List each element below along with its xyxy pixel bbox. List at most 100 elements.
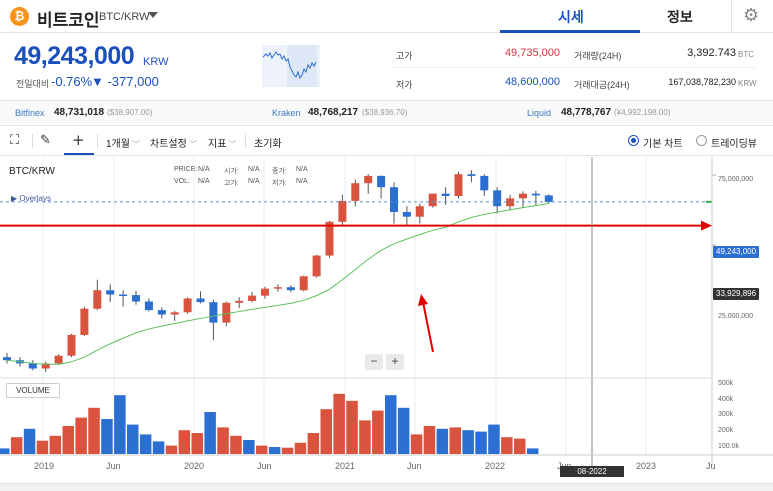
ohlc-open-label: 시가: <box>224 168 239 175</box>
volume-bar <box>217 427 229 454</box>
exchange-price: 48,731,018 <box>54 107 105 118</box>
volume-bar <box>346 400 358 454</box>
candle-body <box>235 300 244 303</box>
volume-bar <box>320 409 332 454</box>
candle-body <box>441 193 450 196</box>
volume-bar <box>359 420 371 454</box>
vol-tick: 300k <box>718 411 734 418</box>
vol-tick: 400k <box>718 396 734 403</box>
vol-tick: 100.0k <box>718 443 740 450</box>
candle-body <box>196 298 205 303</box>
volume-bar <box>294 442 307 454</box>
fullscreen-icon[interactable]: ⛶ <box>10 133 20 148</box>
tab-quotes[interactable]: 시세 <box>558 9 584 25</box>
candle-body <box>183 298 192 313</box>
volume-bar <box>101 419 113 454</box>
horizontal-line-tag: 33,929,896 <box>713 288 760 300</box>
crosshair-active-indicator <box>64 153 94 155</box>
reset-button[interactable]: 초기화 <box>254 139 282 150</box>
gear-icon[interactable]: ⚙ <box>743 5 760 26</box>
candle-body <box>28 363 37 369</box>
candle-body <box>480 175 489 191</box>
low-label: 저가 <box>396 80 413 90</box>
overlays-toggle[interactable]: ▶ Overlays <box>11 194 51 203</box>
candle-body <box>325 221 334 256</box>
chevron-down-icon[interactable] <box>148 12 158 18</box>
period-dropdown[interactable]: 1개월 ﹀ <box>106 139 140 150</box>
current-price-tag: 49,243,000 <box>713 246 760 258</box>
candle-body <box>3 357 11 361</box>
volume-label: 거래량(24H) <box>574 51 622 61</box>
candle-body <box>415 206 424 217</box>
candle-body <box>428 193 437 207</box>
chart-settings-dropdown[interactable]: 차트설정 ﹀ <box>150 139 197 150</box>
exchange-usd: ($38,907.00) <box>107 108 153 117</box>
candle-body <box>132 295 140 302</box>
exchange-name[interactable]: Liquid <box>527 108 552 118</box>
volume-bar <box>372 410 384 454</box>
volume-bar <box>114 395 126 454</box>
candle-body <box>467 174 476 176</box>
ohlc-high-label: 고가: <box>224 180 239 187</box>
candle-body <box>454 174 463 196</box>
volume-value: 3,392.743 <box>687 47 736 59</box>
candle-body <box>299 276 308 291</box>
divider <box>32 134 33 148</box>
crosshair-date-tag: 08-2022 <box>560 466 624 477</box>
exchange-name[interactable]: Bitfinex <box>15 108 45 118</box>
x-tick: Jun <box>407 461 422 471</box>
arrow-head <box>701 220 712 231</box>
amount-value: 167,038,782,230 <box>668 77 736 87</box>
tab-info[interactable]: 정보 <box>667 9 693 25</box>
basic-chart-radio[interactable] <box>628 135 639 146</box>
ohlc-open-value: N/A <box>248 166 260 173</box>
candle-body <box>144 301 153 311</box>
row-divider <box>392 67 756 68</box>
volume-bar <box>204 412 216 454</box>
volume-bar <box>49 435 62 454</box>
exchange-jpy: (¥4,992,198.00) <box>614 108 671 117</box>
chart-title: BTC/KRW <box>9 166 55 177</box>
ohlc-close-label: 종가: <box>272 168 287 175</box>
pencil-icon[interactable]: ✎ <box>40 133 51 148</box>
x-tick: 2019 <box>34 461 55 471</box>
volume-bar <box>475 431 487 454</box>
exchange-price: 48,778,767 <box>561 107 612 118</box>
change-label: 전일대비 <box>16 79 50 89</box>
exchange-name[interactable]: Kraken <box>272 108 301 118</box>
volume-bar <box>397 407 410 454</box>
volume-bar <box>230 435 242 454</box>
divider <box>731 0 732 33</box>
annotation-arrow <box>422 301 434 353</box>
zoom-out-button[interactable]: − <box>365 354 383 370</box>
tradingview-radio[interactable] <box>696 135 707 146</box>
volume-bar <box>165 445 178 454</box>
volume-bar <box>462 430 474 454</box>
candle-body <box>67 334 76 356</box>
candle-body <box>273 287 282 289</box>
candle-body <box>41 363 50 369</box>
low-value: 48,600,000 <box>504 76 560 88</box>
ohlc-vol-label: VOL: <box>174 178 190 185</box>
volume-bar <box>152 441 165 454</box>
candle-body <box>402 211 411 217</box>
indicators-dropdown[interactable]: 지표 ﹀ <box>208 139 237 150</box>
volume-bar <box>268 447 281 454</box>
ohlc-vol-value: N/A <box>198 178 210 185</box>
volume-bar <box>281 447 294 454</box>
candle-body <box>544 195 553 202</box>
exchange-usd: ($38,936.70) <box>362 108 408 117</box>
zoom-in-button[interactable]: + <box>386 354 404 370</box>
volume-bar <box>410 434 423 454</box>
change-percent: -0.76% <box>51 74 93 89</box>
price-unit: KRW <box>143 56 169 68</box>
candles <box>3 170 553 373</box>
x-tick: 2020 <box>184 461 205 471</box>
crosshair-icon[interactable]: + <box>72 131 85 149</box>
exchange-price: 48,768,217 <box>308 107 359 118</box>
volume-bar <box>243 440 255 454</box>
candle-body <box>351 183 360 201</box>
divider <box>245 134 246 148</box>
price-chart[interactable] <box>0 157 773 491</box>
change-absolute: ▼ -377,000 <box>91 74 159 89</box>
